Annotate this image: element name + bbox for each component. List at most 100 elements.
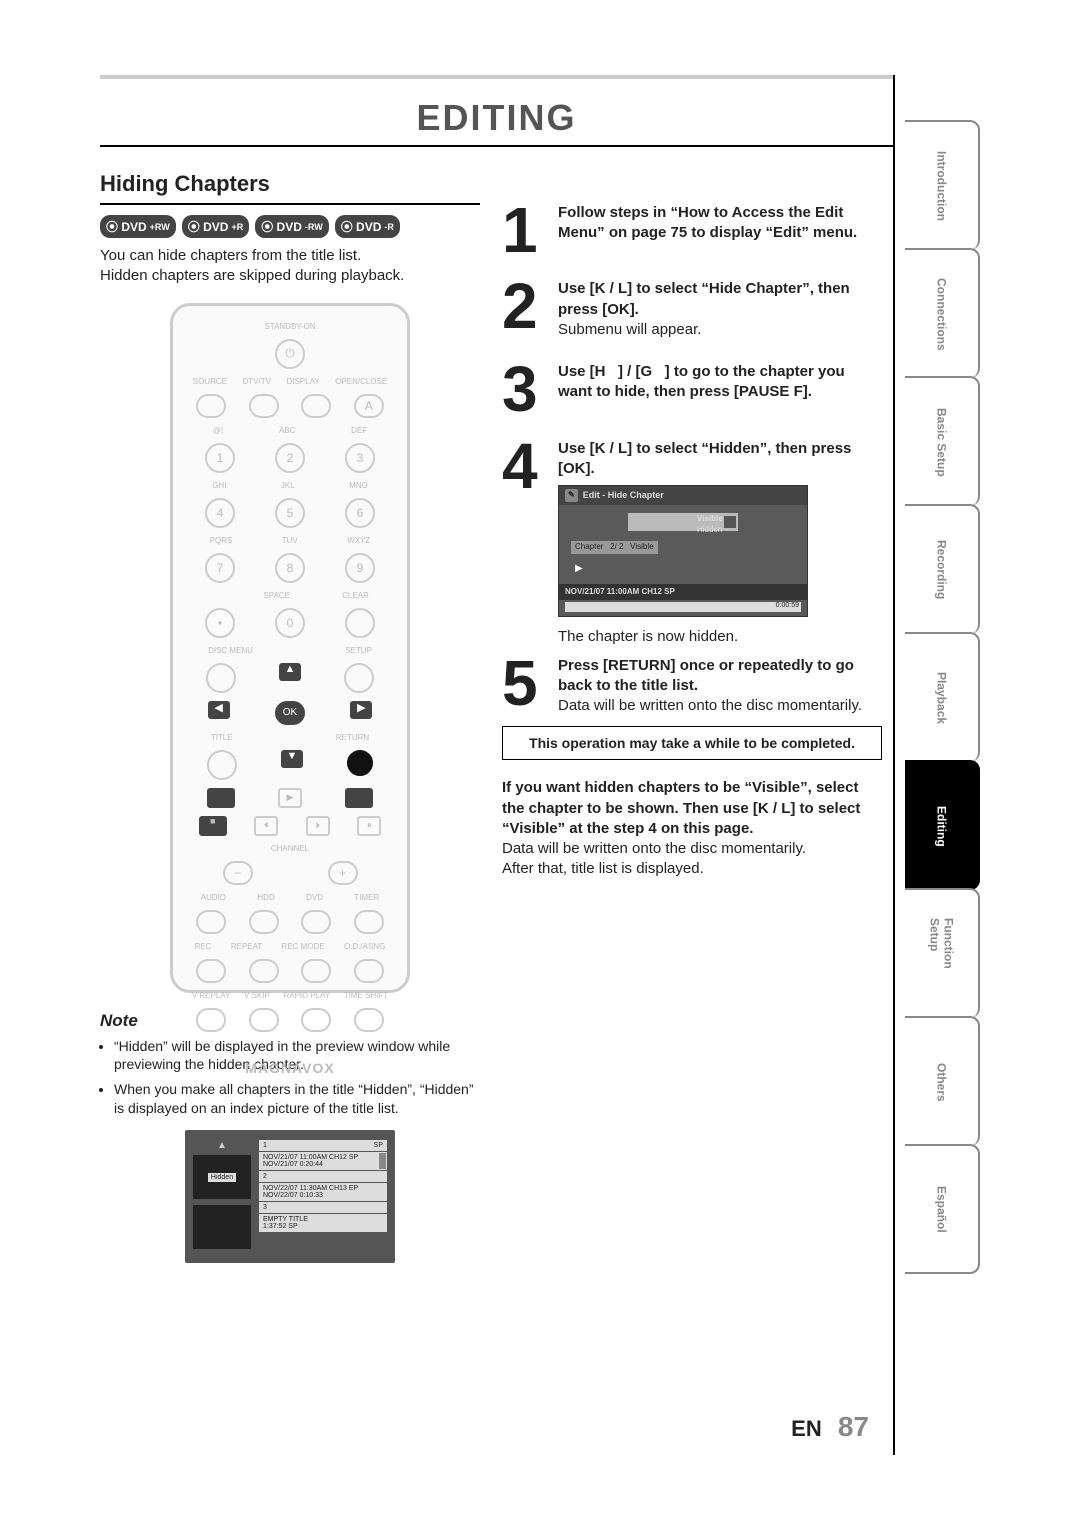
skip-back-icon xyxy=(207,788,235,808)
remote-label: CHANNEL xyxy=(185,844,395,853)
tab-recording[interactable]: Recording xyxy=(905,504,980,634)
numpad-7: 7 xyxy=(205,553,235,583)
tab-espanol[interactable]: Español xyxy=(905,1144,980,1274)
disc-row: ⦿ DVD+RW ⦿ DVD+R ⦿ DVD-RW ⦿ DVD-R xyxy=(100,215,480,238)
tab-others[interactable]: Others xyxy=(905,1016,980,1146)
list-item: NOV/21/07 11:00AM CH12 SPNOV/21/07 0:20:… xyxy=(259,1152,387,1170)
remote-button xyxy=(301,394,331,418)
intro-line: You can hide chapters from the title lis… xyxy=(100,246,480,266)
remote-label: SOURCE xyxy=(193,377,227,386)
remote-label: STANDBY-ON xyxy=(185,322,395,331)
disc-menu-button xyxy=(206,663,236,693)
step-4: 4 Use [K / L] to select “Hidden”, then p… xyxy=(502,439,882,648)
title-band: EDITING xyxy=(100,75,893,147)
left-column: Hiding Chapters ⦿ DVD+RW ⦿ DVD+R ⦿ DVD-R… xyxy=(100,161,480,1275)
step-text: Follow steps in “How to Access the Edit … xyxy=(558,204,857,241)
numpad-clear xyxy=(345,608,375,638)
disc-format: +RW xyxy=(150,222,170,232)
edit-icon: ✎ xyxy=(565,489,578,502)
play-icon: ▶ xyxy=(575,562,799,576)
numpad-8: 8 xyxy=(275,553,305,583)
list-item: EMPTY TITLE1:37:52 SP xyxy=(259,1214,387,1232)
list-item: 3 xyxy=(259,1202,387,1213)
right-column: 1 Follow steps in “How to Access the Edi… xyxy=(502,161,882,1275)
bold-paragraph: If you want hidden chapters to be “Visib… xyxy=(502,779,860,837)
remote-button: A xyxy=(354,394,384,418)
disc-format: +R xyxy=(231,222,243,232)
step-5: 5 Press [RETURN] once or repeatedly to g… xyxy=(502,656,882,717)
step-3: 3 Use [H ] / [G ] to go to the chapter y… xyxy=(502,362,882,416)
paragraph: After that, title list is displayed. xyxy=(502,860,704,877)
remote-button xyxy=(249,394,279,418)
step-number: 2 xyxy=(502,279,548,340)
tab-connections[interactable]: Connections xyxy=(905,248,980,378)
step-subtext: Submenu will appear. xyxy=(558,321,701,338)
step-number: 5 xyxy=(502,656,548,717)
section-heading: Hiding Chapters xyxy=(100,171,480,197)
tab-function-setup[interactable]: Function Setup xyxy=(905,888,980,1018)
numpad-4: 4 xyxy=(205,498,235,528)
visible-chapters-note: If you want hidden chapters to be “Visib… xyxy=(502,778,882,879)
arrow-down-icon: ▼ xyxy=(281,750,303,768)
side-tabs: Introduction Connections Basic Setup Rec… xyxy=(905,120,980,1272)
step-text: Use [K / L] to select “Hide Chapter”, th… xyxy=(558,280,850,317)
language-code: EN xyxy=(791,1416,822,1441)
step-number: 4 xyxy=(502,439,548,648)
step-result: The chapter is now hidden. xyxy=(558,627,882,647)
title-button xyxy=(207,750,237,780)
divider xyxy=(100,203,480,205)
menu-hidden: Hidden xyxy=(697,524,799,535)
remote-label: DISPLAY xyxy=(286,377,319,386)
progress-bar: 0:00:59 xyxy=(565,602,801,612)
disc-badge: ⦿ DVD-R xyxy=(335,215,400,238)
page-footer: EN 87 xyxy=(791,1411,869,1443)
ff-icon: ⏵ xyxy=(306,816,330,836)
step-text: Use [H ] / [G ] to go to the chapter you… xyxy=(558,363,845,400)
numpad-6: 6 xyxy=(345,498,375,528)
step-subtext: Data will be written onto the disc momen… xyxy=(558,697,862,714)
disc-badge: ⦿ DVD+R xyxy=(182,215,249,238)
columns: Hiding Chapters ⦿ DVD+RW ⦿ DVD+R ⦿ DVD-R… xyxy=(100,161,893,1275)
page-number: 87 xyxy=(838,1411,869,1442)
edit-footer: NOV/21/07 11:00AM CH12 SP xyxy=(559,584,807,601)
disc-badge: ⦿ DVD-RW xyxy=(255,215,329,238)
numpad-1: 1 xyxy=(205,443,235,473)
numpad-0: 0 xyxy=(275,608,305,638)
pause-icon: ⏸ xyxy=(357,816,381,836)
play-icon: ▶ xyxy=(278,788,302,808)
arrow-up-icon: ▲ xyxy=(279,663,301,681)
title-list-preview: ▲ Hidden 1SP NOV/21/07 11:00AM CH12 SPNO… xyxy=(185,1130,395,1263)
step-number: 3 xyxy=(502,362,548,416)
tab-playback[interactable]: Playback xyxy=(905,632,980,762)
step-text: Use [K / L] to select “Hidden”, then pre… xyxy=(558,440,851,477)
paragraph: Data will be written onto the disc momen… xyxy=(502,840,806,857)
arrow-left-icon: ◀ xyxy=(208,701,230,719)
up-triangle-icon: ▲ xyxy=(193,1140,251,1151)
tab-introduction[interactable]: Introduction xyxy=(905,120,980,250)
menu-visible: Visible xyxy=(697,513,799,524)
note-list: “Hidden” will be displayed in the previe… xyxy=(100,1037,480,1119)
disc-badge: ⦿ DVD+RW xyxy=(100,215,176,238)
ch-up: + xyxy=(328,861,358,885)
intro-text: You can hide chapters from the title lis… xyxy=(100,246,480,287)
standby-icon: ⏻ xyxy=(275,339,305,369)
remote-label: OPEN/CLOSE xyxy=(335,377,387,386)
disc-format: -RW xyxy=(305,222,323,232)
standout-note: This operation may take a while to be co… xyxy=(502,726,882,760)
tab-editing[interactable]: Editing xyxy=(905,760,980,890)
edit-header: Edit - Hide Chapter xyxy=(583,489,664,501)
list-item: NOV/22/07 11:30AM CH13 EPNOV/22/07 0:10:… xyxy=(259,1183,387,1201)
numpad-2: 2 xyxy=(275,443,305,473)
arrow-right-icon: ▶ xyxy=(350,701,372,719)
step-text: Press [RETURN] once or repeatedly to go … xyxy=(558,657,854,694)
page-title: EDITING xyxy=(100,97,893,139)
progress-time: 0:00:59 xyxy=(776,601,799,610)
list-item: 1SP xyxy=(259,1140,387,1151)
chapter-info: Chapter 2/ 2 Visible xyxy=(571,541,658,554)
step-number: 1 xyxy=(502,203,548,257)
numpad-3: 3 xyxy=(345,443,375,473)
intro-line: Hidden chapters are skipped during playb… xyxy=(100,266,480,286)
remote-button xyxy=(196,394,226,418)
tab-basic-setup[interactable]: Basic Setup xyxy=(905,376,980,506)
numpad-dot: • xyxy=(205,608,235,638)
